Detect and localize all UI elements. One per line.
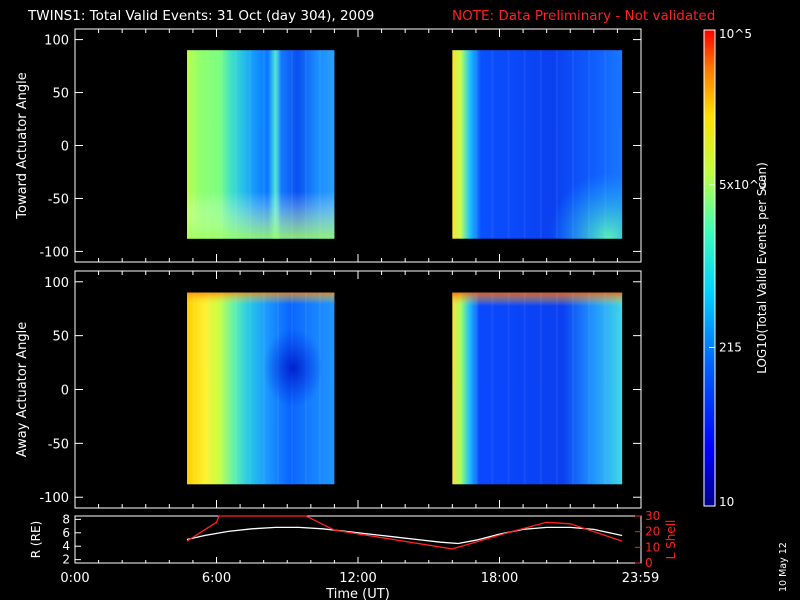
- stripe: [220, 292, 223, 485]
- stripe: [523, 292, 526, 485]
- stripe: [206, 50, 209, 239]
- stripe: [491, 50, 494, 239]
- colorbar-tick-label: 215: [719, 340, 742, 354]
- y-tick-label: 100: [44, 34, 69, 49]
- y-axis-label: Away Actuator Angle: [15, 322, 30, 457]
- stripe: [318, 50, 321, 239]
- x-tick-label: 23:59: [622, 571, 659, 586]
- stripe: [459, 292, 462, 485]
- stripe: [262, 50, 265, 239]
- colorbar: 10 215 5x10^3 10^5 LOG10(Total Valid Events …: [703, 27, 769, 509]
- y-tick-label: -100: [39, 245, 69, 260]
- y-tick-label: 50: [52, 330, 69, 345]
- stripe: [276, 50, 279, 239]
- stripe: [192, 292, 195, 485]
- y-tick-label: -50: [48, 437, 69, 452]
- y-tick-label: -100: [39, 491, 69, 506]
- y-tick-label: 50: [52, 87, 69, 102]
- y-tick-label: 0: [61, 140, 69, 155]
- stripe: [318, 292, 321, 485]
- stripe: [192, 50, 195, 239]
- right-y-tick-label: 10: [645, 540, 660, 554]
- data-block-2-overlay: [452, 50, 623, 239]
- x-tick-label: 12:00: [339, 571, 376, 586]
- stripe: [459, 50, 462, 239]
- right-y-tick-label: 30: [645, 509, 660, 523]
- colorbar-scale: [703, 29, 716, 507]
- r-series-line: [186, 526, 623, 545]
- stripe: [248, 292, 251, 485]
- x-tick-label: 6:00: [202, 571, 231, 586]
- stripe: [588, 292, 591, 485]
- stripe: [539, 292, 542, 485]
- right-y-tick-label: 0: [645, 556, 653, 570]
- stripe: [290, 50, 293, 239]
- right-axis-label: L Shell: [664, 520, 678, 560]
- stripe: [234, 50, 237, 239]
- stripe: [234, 292, 237, 485]
- stripe: [604, 50, 607, 239]
- stripe: [555, 50, 558, 239]
- stripe: [507, 292, 510, 485]
- stripe: [572, 292, 575, 485]
- left-y-tick-label: 4: [62, 539, 70, 553]
- preliminary-note: NOTE: Data Preliminary - Not validated: [452, 8, 715, 24]
- stripe: [491, 292, 494, 485]
- stripe: [507, 50, 510, 239]
- stripe: [523, 50, 526, 239]
- left-y-tick-label: 8: [62, 512, 70, 526]
- stripe: [220, 50, 223, 239]
- y-tick-label: 0: [61, 384, 69, 399]
- away-panel: 100 50 0 -50 -100 Away Actuator Angle: [15, 270, 642, 509]
- stripe: [555, 292, 558, 485]
- data-block-1-overlay: [187, 50, 335, 239]
- figure-title: TWINS1: Total Valid Events: 31 Oct (day …: [27, 8, 374, 24]
- stripe: [475, 50, 478, 239]
- stripe: [262, 292, 265, 485]
- x-tick-label: 18:00: [481, 571, 518, 586]
- stripe: [539, 50, 542, 239]
- x-tick-label: 0:00: [60, 571, 89, 586]
- y-axis-label: Toward Actuator Angle: [15, 72, 30, 219]
- colorbar-tick-label: 5x10^3: [719, 178, 767, 192]
- toward-panel: 100 50 0 -50 -100 Toward Actuator Angle: [15, 28, 642, 263]
- right-y-tick-label: 20: [645, 525, 660, 539]
- data-block-2-overlay: [452, 292, 623, 485]
- x-axis-label: Time (UT): [325, 587, 390, 600]
- stripe: [588, 50, 591, 239]
- colorbar-tick-label: 10: [719, 495, 734, 509]
- colorbar-tick-label: 10^5: [719, 27, 752, 41]
- left-y-tick-label: 6: [62, 526, 70, 540]
- stripe: [475, 292, 478, 485]
- lshell-series-line: [186, 515, 623, 550]
- stripe: [206, 292, 209, 485]
- stripe: [604, 292, 607, 485]
- low-count-region: [263, 327, 324, 408]
- stripe: [248, 50, 251, 239]
- left-y-tick-label: 2: [62, 553, 70, 567]
- stripe: [572, 50, 575, 239]
- colorbar-label: LOG10(Total Valid Events per Scan): [755, 162, 769, 374]
- y-tick-label: 100: [44, 276, 69, 291]
- left-axis-label: R (RE): [29, 521, 43, 558]
- stripe: [304, 50, 307, 239]
- date-stamp: 10 May 12: [778, 542, 789, 592]
- y-tick-label: -50: [48, 192, 69, 207]
